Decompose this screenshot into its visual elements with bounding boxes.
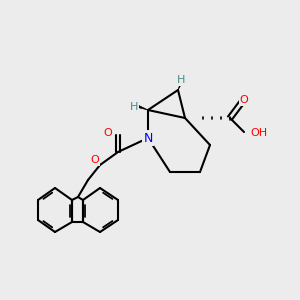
Text: H: H — [130, 102, 138, 112]
Text: O: O — [103, 128, 112, 138]
Polygon shape — [136, 105, 148, 110]
Text: H: H — [177, 75, 185, 85]
Text: O: O — [240, 95, 248, 105]
Text: OH: OH — [250, 128, 267, 138]
Text: N: N — [143, 131, 153, 145]
Polygon shape — [178, 81, 183, 90]
Text: O: O — [91, 155, 99, 165]
